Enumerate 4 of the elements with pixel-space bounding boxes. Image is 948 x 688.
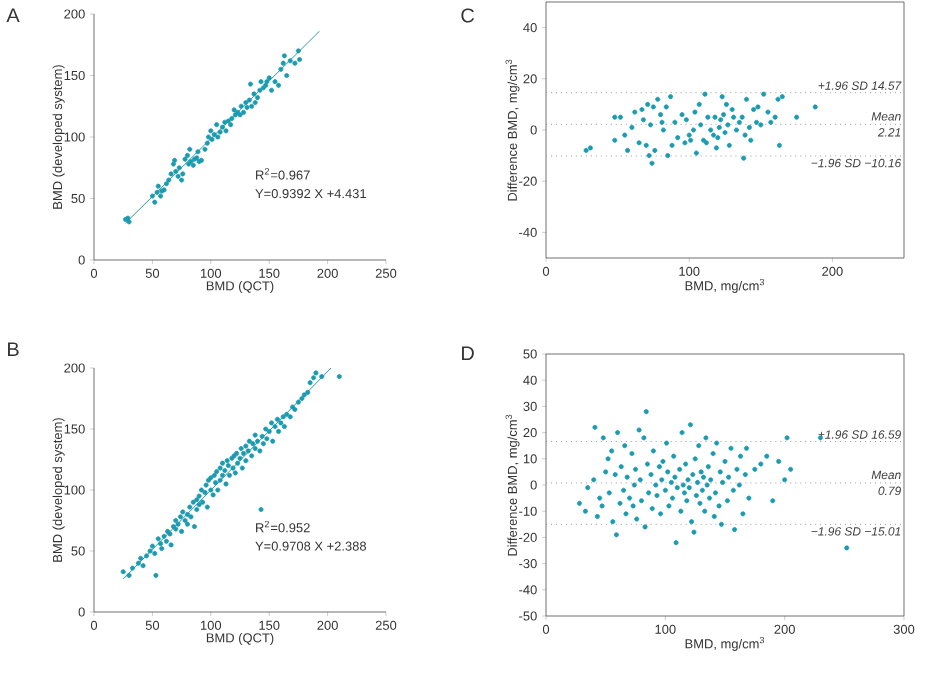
chart-title: A (6, 8, 20, 23)
chart-title: B (8, 342, 19, 357)
chart-title: D (462, 346, 474, 361)
chart-title: C (461, 8, 475, 23)
